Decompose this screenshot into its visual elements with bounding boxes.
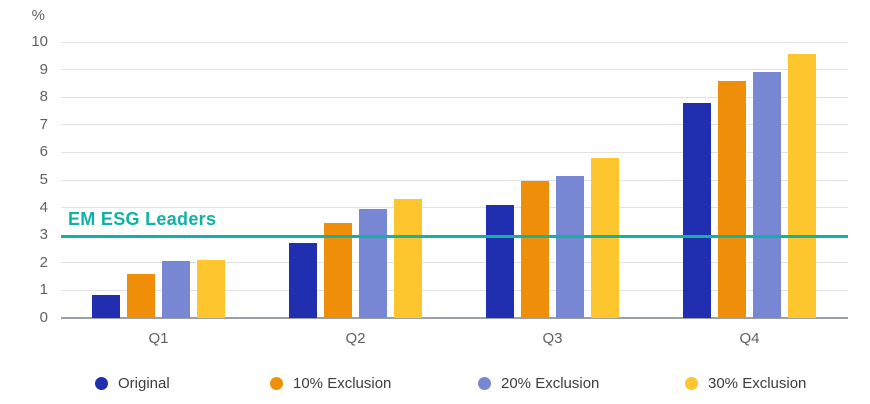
- bar-q3-10-exclusion: [521, 181, 549, 318]
- legend-item-30-exclusion: 30% Exclusion: [685, 374, 806, 392]
- bar-q1-10-exclusion: [127, 273, 155, 318]
- gridline-8: [61, 96, 848, 98]
- bar-q2-original: [289, 243, 317, 318]
- legend-swatch-circle-icon: [270, 376, 283, 390]
- gridline-7: [61, 124, 848, 126]
- x-label-q3: Q3: [542, 330, 563, 347]
- gridline-6: [61, 151, 848, 153]
- bar-q4-30-exclusion: [788, 54, 816, 318]
- bar-q2-20-exclusion: [359, 208, 387, 318]
- bar-q3-original: [486, 204, 514, 318]
- legend-label: 30% Exclusion: [708, 374, 807, 392]
- bar-q2-10-exclusion: [324, 222, 352, 318]
- bar-q3-20-exclusion: [556, 175, 584, 318]
- gridline-9: [61, 69, 848, 71]
- bar-q2-30-exclusion: [394, 199, 422, 318]
- x-label-q1: Q1: [148, 330, 169, 347]
- bar-q4-10-exclusion: [718, 80, 746, 318]
- x-label-q4: Q4: [739, 330, 760, 347]
- y-axis-unit-label: %: [31, 7, 45, 24]
- bar-q1-original: [92, 294, 120, 318]
- legend-label: 20% Exclusion: [501, 374, 600, 392]
- bar-q1-30-exclusion: [197, 260, 225, 318]
- y-tick-4: 4: [39, 198, 48, 216]
- bar-q1-20-exclusion: [162, 261, 190, 318]
- gridline-1: [61, 289, 848, 291]
- legend-item-10-exclusion: 10% Exclusion: [270, 374, 391, 392]
- legend-item-original: Original: [95, 374, 170, 392]
- plot-area: [61, 41, 848, 319]
- gridline-2: [61, 262, 848, 264]
- gridline-4: [61, 207, 848, 209]
- legend-label: Original: [118, 374, 170, 392]
- legend-swatch-circle-icon: [478, 376, 491, 390]
- legend-item-20-exclusion: 20% Exclusion: [478, 374, 599, 392]
- legend-swatch-circle-icon: [95, 376, 108, 390]
- gridline-10: [61, 41, 848, 43]
- y-tick-1: 1: [39, 281, 48, 299]
- y-tick-0: 0: [39, 309, 48, 326]
- y-tick-5: 5: [39, 171, 48, 188]
- y-tick-6: 6: [39, 143, 48, 161]
- y-tick-2: 2: [39, 253, 48, 271]
- x-label-q2: Q2: [345, 330, 366, 347]
- bar-q4-20-exclusion: [753, 72, 781, 318]
- reference-line-label: EM ESG Leaders: [68, 209, 217, 229]
- y-tick-9: 9: [39, 60, 48, 78]
- y-tick-7: 7: [39, 115, 48, 133]
- bar-q4-original: [683, 102, 711, 318]
- chart-legend: Original 10% Exclusion 20% Exclusion 30% Ex…: [0, 374, 870, 394]
- legend-swatch-circle-icon: [685, 376, 698, 390]
- y-tick-10: 10: [31, 33, 48, 50]
- y-tick-3: 3: [39, 226, 48, 244]
- legend-label: 10% Exclusion: [293, 374, 392, 392]
- gridline-5: [61, 179, 848, 181]
- y-tick-8: 8: [39, 88, 48, 106]
- reference-line: [61, 235, 848, 239]
- x-axis-line: [61, 317, 848, 319]
